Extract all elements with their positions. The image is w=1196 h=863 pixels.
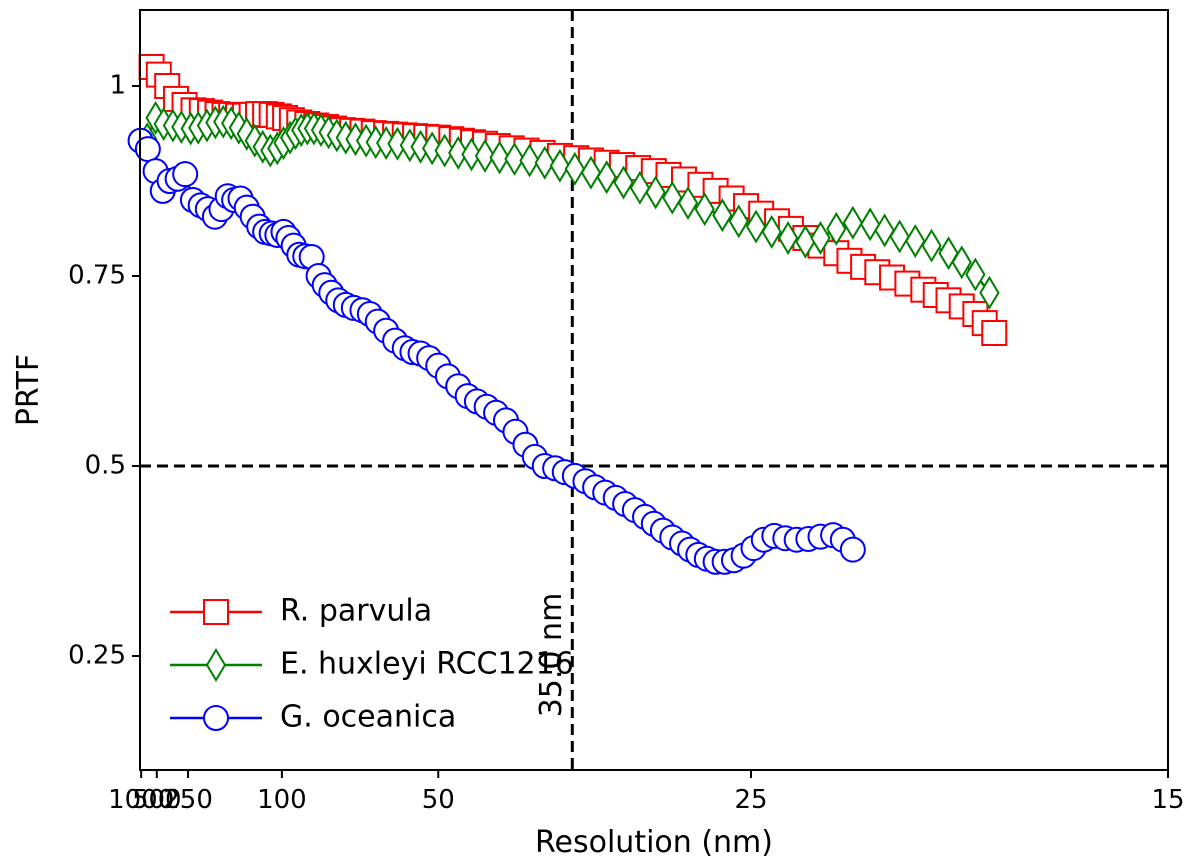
data-point-e-huxleyi-rcc1216: [461, 137, 482, 172]
data-point-e-huxleyi-rcc1216: [434, 133, 455, 168]
x-axis-label: Resolution (nm): [535, 825, 773, 860]
y-tick-label: 0.5: [85, 451, 126, 481]
legend-item-g-oceanica: G. oceanica: [170, 700, 456, 735]
legend-marker: [203, 705, 229, 731]
data-point-e-huxleyi-rcc1216: [580, 155, 602, 190]
data-point-e-huxleyi-rcc1216: [810, 221, 831, 255]
reference-lines: [140, 10, 1168, 770]
data-point-e-huxleyi-rcc1216: [694, 192, 715, 227]
data-point-e-huxleyi-rcc1216: [489, 140, 510, 175]
x-tick-label: 100: [257, 785, 307, 815]
series-layer: [127, 54, 1008, 575]
legend-label: G. oceanica: [280, 700, 456, 735]
data-point-r-parvula: [981, 320, 1008, 346]
data-point-e-huxleyi-rcc1216: [921, 228, 942, 263]
data-point-e-huxleyi-rcc1216: [629, 170, 651, 205]
data-point-e-huxleyi-rcc1216: [889, 219, 910, 254]
data-point-e-huxleyi-rcc1216: [905, 224, 926, 258]
data-point-e-huxleyi-rcc1216: [728, 204, 749, 239]
legend-label: R. parvula: [280, 594, 432, 629]
data-point-e-huxleyi-rcc1216: [874, 213, 895, 248]
data-point-e-huxleyi-rcc1216: [859, 207, 881, 242]
data-point-e-huxleyi-rcc1216: [534, 145, 555, 180]
data-point-e-huxleyi-rcc1216: [761, 214, 782, 249]
x-tick-label: 15: [1151, 785, 1184, 815]
data-point-e-huxleyi-rcc1216: [951, 245, 972, 280]
data-point-e-huxleyi-rcc1216: [613, 165, 634, 200]
data-point-e-huxleyi-rcc1216: [842, 205, 863, 240]
data-point-e-huxleyi-rcc1216: [448, 135, 469, 170]
legend-label: E. huxleyi RCC1216: [280, 647, 574, 682]
data-point-e-huxleyi-rcc1216: [549, 148, 571, 183]
x-tick-label: 25: [734, 785, 767, 815]
data-point-e-huxleyi-rcc1216: [474, 138, 496, 173]
legend-item-r-parvula: R. parvula: [170, 594, 432, 629]
data-point-e-huxleyi-rcc1216: [979, 275, 1000, 310]
y-tick-label: 0.75: [68, 261, 126, 291]
y-tick-label: 0.25: [68, 641, 126, 671]
legend-item-e-huxleyi-rcc1216: E. huxleyi RCC1216: [170, 647, 574, 682]
y-tick-label: 1: [109, 71, 126, 101]
data-point-e-huxleyi-rcc1216: [777, 221, 799, 255]
data-point-e-huxleyi-rcc1216: [645, 175, 666, 210]
data-point-e-huxleyi-rcc1216: [745, 209, 767, 244]
x-tick-label: 50: [422, 785, 455, 815]
x-tick-label: 1000: [108, 785, 174, 815]
legend: R. parvula E. huxleyi RCC1216 G. oceanica: [170, 594, 574, 735]
data-point-e-huxleyi-rcc1216: [965, 257, 986, 292]
data-point-e-huxleyi-rcc1216: [938, 236, 959, 271]
data-point-e-huxleyi-rcc1216: [826, 211, 847, 246]
y-axis: 0.25 0.5 0.75 1: [68, 71, 140, 671]
data-point-g-oceanica: [172, 161, 199, 188]
legend-marker: [203, 599, 229, 625]
data-point-e-huxleyi-rcc1216: [421, 131, 443, 166]
series-e-huxleyi-rcc1216: [137, 100, 1000, 310]
series-g-oceanica: [127, 127, 866, 575]
data-point-e-huxleyi-rcc1216: [712, 198, 733, 233]
plot-frame: [139, 9, 1169, 771]
vertical-line-label: 35.0 nm: [534, 593, 569, 718]
x-tick-label: 500: [132, 785, 182, 815]
data-point-e-huxleyi-rcc1216: [387, 126, 408, 161]
data-point-e-huxleyi-rcc1216: [519, 143, 540, 178]
data-point-e-huxleyi-rcc1216: [504, 142, 525, 176]
data-point-e-huxleyi-rcc1216: [596, 160, 617, 195]
legend-marker: [205, 648, 227, 682]
data-point-e-huxleyi-rcc1216: [564, 151, 586, 186]
x-tick-label: 250: [163, 785, 213, 815]
data-point-e-huxleyi-rcc1216: [662, 180, 683, 215]
data-point-e-huxleyi-rcc1216: [677, 186, 699, 220]
y-axis-label: PRTF: [11, 354, 46, 426]
data-point-g-oceanica: [839, 536, 866, 563]
